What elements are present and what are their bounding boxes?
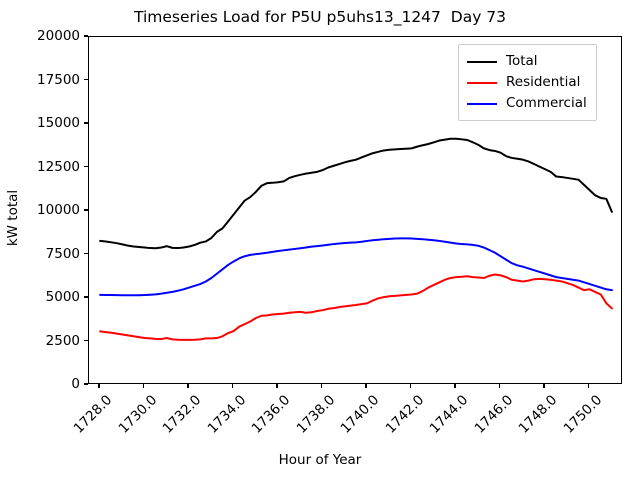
legend-item: Commercial <box>467 93 587 114</box>
x-axis-tick-mark <box>276 384 278 388</box>
plot-area <box>88 36 622 384</box>
x-axis-tick-mark <box>498 384 501 388</box>
x-axis-tick-mark <box>320 384 323 388</box>
y-axis-tick-label: 12500 <box>37 158 80 175</box>
y-axis-tick-label: 5000 <box>45 289 80 305</box>
y-axis-tick-label: 15000 <box>37 115 80 131</box>
y-axis-tick-label: 2500 <box>45 332 80 349</box>
y-axis-tick-labels: 0 2500 5000 7500 10000 12500 15000 17500 20000 <box>0 0 80 480</box>
series-line-commercial <box>99 237 613 297</box>
y-axis-tick-mark <box>84 122 88 124</box>
y-axis-tick-mark <box>84 252 88 255</box>
y-axis-tick-mark <box>84 383 88 385</box>
y-axis-tick-mark <box>84 78 88 81</box>
legend-item: Residential <box>467 72 587 93</box>
series-line-residential <box>99 273 613 341</box>
x-axis-tick-mark <box>142 384 145 388</box>
legend-label: Residential <box>506 73 581 90</box>
y-axis-tick-label: 0 <box>71 376 80 392</box>
x-axis-tick-mark <box>365 384 367 388</box>
y-axis-tick-mark <box>84 35 88 37</box>
legend-label: Commercial <box>506 94 587 111</box>
legend-color-swatch <box>467 81 497 84</box>
legend-color-swatch <box>467 102 497 105</box>
x-axis-tick-mark <box>454 384 456 388</box>
y-axis-tick-label: 17500 <box>37 71 80 88</box>
legend-color-swatch <box>467 60 497 63</box>
y-axis-tick-mark <box>84 165 88 168</box>
y-axis-tick-mark <box>84 209 88 211</box>
y-axis-tick-mark <box>84 296 88 298</box>
x-axis-tick-mark <box>98 384 100 388</box>
y-axis-tick-mark <box>84 339 88 342</box>
legend-label: Total <box>506 52 538 69</box>
x-axis-tick-mark <box>587 384 590 388</box>
legend-item: Total <box>467 51 587 72</box>
x-axis-tick-mark <box>231 384 234 388</box>
chart-legend: Total Residential Commercial <box>458 44 597 121</box>
x-axis-tick-mark <box>409 384 412 388</box>
series-line-total <box>99 137 613 250</box>
plot-lines <box>99 137 613 341</box>
x-axis-tick-mark <box>543 384 545 388</box>
y-axis-tick-label: 10000 <box>37 202 80 218</box>
y-axis-tick-label: 7500 <box>45 245 80 262</box>
y-axis-label: kW total <box>5 189 21 247</box>
y-axis-tick-label: 20000 <box>37 28 80 44</box>
x-axis-label: Hour of Year <box>278 452 362 468</box>
chart-title: Timeseries Load for P5U p5uhs13_1247 Day… <box>133 8 507 26</box>
x-axis-tick-mark <box>187 384 189 388</box>
